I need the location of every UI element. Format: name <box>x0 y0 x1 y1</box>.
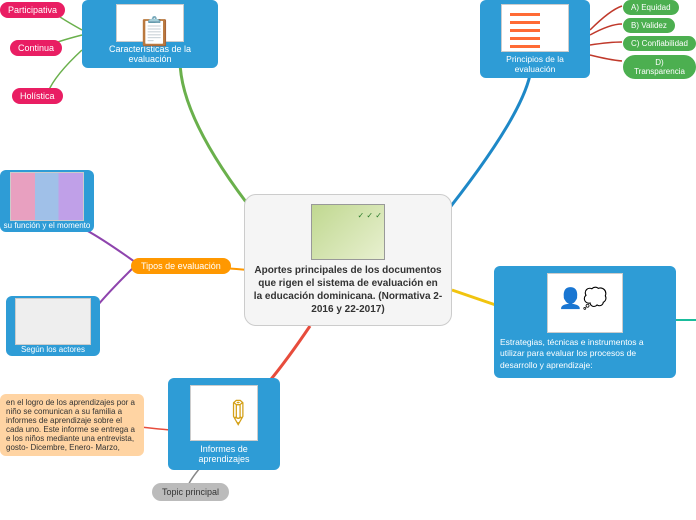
informes-label: Informes de aprendizajes <box>176 444 272 464</box>
actores-node[interactable]: Según los actores <box>6 296 100 356</box>
participativa-node[interactable]: Participativa <box>0 2 65 18</box>
funcion-node[interactable]: su función y el momento <box>0 170 94 232</box>
estrategias-image <box>547 273 623 333</box>
actores-label: Según los actores <box>21 345 85 354</box>
central-title: Aportes principales de los documentos qu… <box>253 264 443 316</box>
informes-desc-node[interactable]: en el logro de los aprendizajes por a ni… <box>0 394 144 456</box>
tipos-label: Tipos de evaluación <box>141 261 221 271</box>
informes-image <box>190 385 258 441</box>
actores-image <box>15 298 91 345</box>
transparencia-label: D) Transparencia <box>631 58 688 76</box>
holistica-label: Holística <box>20 91 55 101</box>
estrategias-node[interactable]: Estrategias, técnicas e instrumentos a u… <box>494 266 676 378</box>
funcion-label: su función y el momento <box>4 221 91 230</box>
informes-desc-text: en el logro de los aprendizajes por a ni… <box>6 398 138 452</box>
central-topic[interactable]: Aportes principales de los documentos qu… <box>244 194 452 326</box>
topic-principal-label: Topic principal <box>162 487 219 497</box>
topic-principal-node[interactable]: Topic principal <box>152 483 229 501</box>
participativa-label: Participativa <box>8 5 57 15</box>
transparencia-node[interactable]: D) Transparencia <box>623 55 696 79</box>
confiabilidad-label: C) Confiabilidad <box>631 39 688 48</box>
validez-label: B) Validez <box>631 21 667 30</box>
confiabilidad-node[interactable]: C) Confiabilidad <box>623 36 696 51</box>
principios-node[interactable]: Principios de la evaluación <box>480 0 590 78</box>
caracteristicas-image <box>116 4 184 42</box>
central-image <box>311 204 385 260</box>
equidad-label: A) Equidad <box>631 3 671 12</box>
tipos-node[interactable]: Tipos de evaluación <box>131 258 231 274</box>
estrategias-label: Estrategias, técnicas e instrumentos a u… <box>500 337 670 370</box>
informes-node[interactable]: Informes de aprendizajes <box>168 378 280 470</box>
continua-node[interactable]: Continua <box>10 40 62 56</box>
principios-label: Principios de la evaluación <box>488 54 582 74</box>
continua-label: Continua <box>18 43 54 53</box>
validez-node[interactable]: B) Validez <box>623 18 675 33</box>
principios-image <box>501 4 569 52</box>
caracteristicas-node[interactable]: Características de la evaluación <box>82 0 218 68</box>
equidad-node[interactable]: A) Equidad <box>623 0 679 15</box>
funcion-image <box>10 172 84 221</box>
holistica-node[interactable]: Holística <box>12 88 63 104</box>
